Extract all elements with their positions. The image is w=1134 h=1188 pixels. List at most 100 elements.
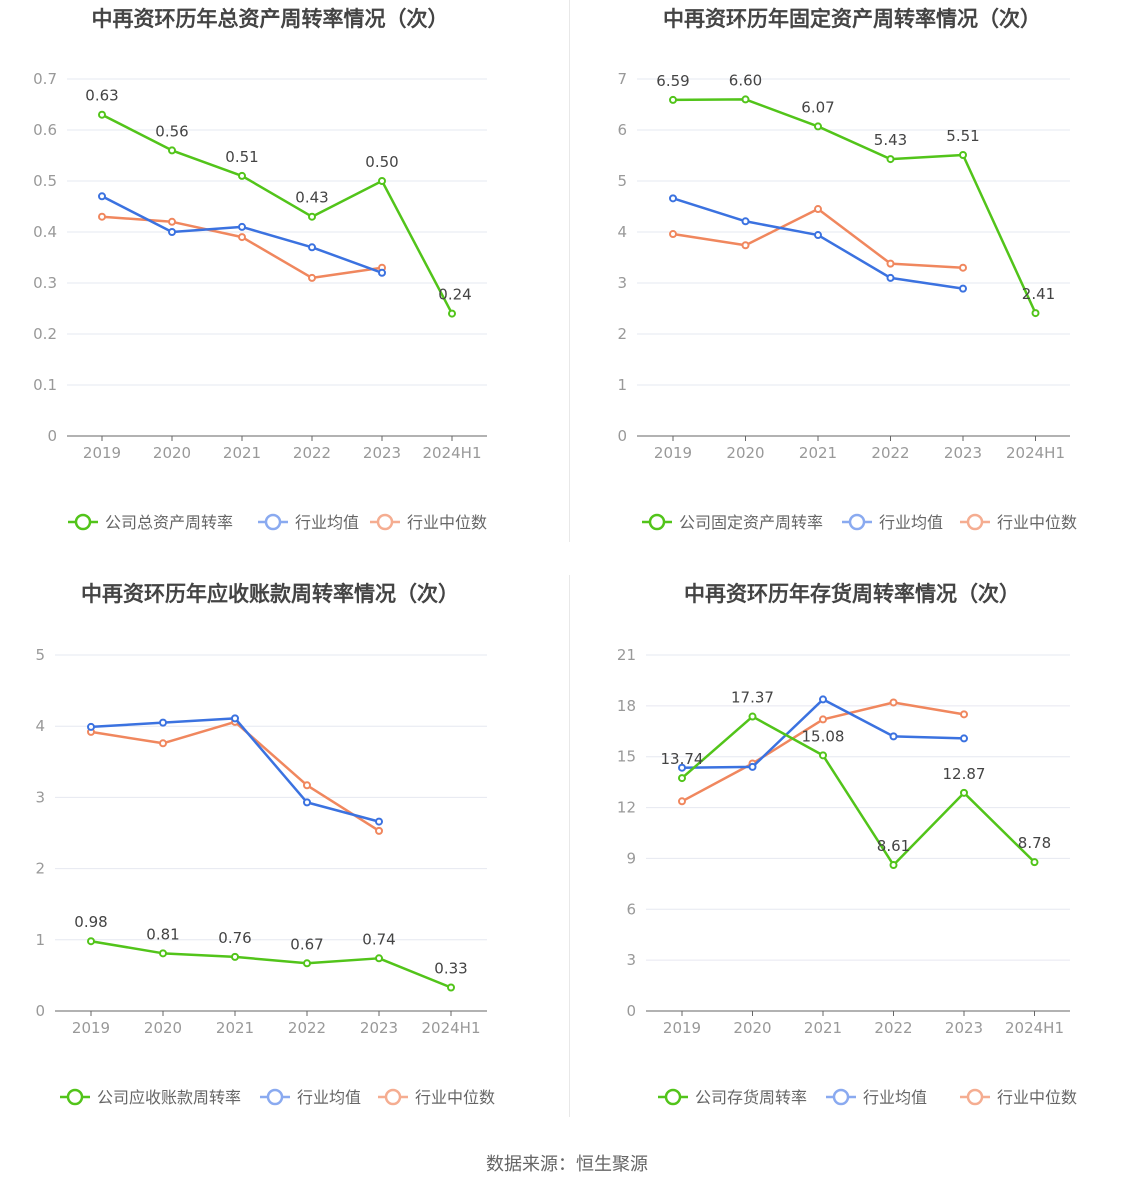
x-tick-label: 2019: [83, 444, 121, 462]
legend-label: 行业均值: [879, 513, 943, 532]
data-point-company: [959, 150, 967, 159]
x-tick-label: 2019: [654, 444, 692, 462]
y-tick-label: 3: [617, 274, 627, 292]
data-point-median: [960, 710, 968, 719]
y-tick-label: 6: [617, 121, 627, 139]
data-point-company: [378, 177, 386, 185]
legend-item-company: 公司固定资产周转率: [642, 513, 823, 532]
data-label: 6.07: [801, 98, 834, 116]
data-point-avg: [98, 192, 106, 201]
data-point-avg: [303, 798, 311, 807]
x-tick-label: 2022: [871, 444, 909, 462]
x-tick-label: 2020: [144, 1019, 182, 1037]
data-source-note: 数据来源：恒生聚源: [486, 1154, 648, 1175]
data-label: 0.67: [290, 935, 323, 953]
data-point-avg: [814, 231, 822, 240]
x-tick-label: 2022: [293, 444, 331, 462]
series-line-company: [90, 939, 452, 989]
x-tick-label: 2024H1: [1005, 1019, 1064, 1037]
y-tick-label: 0: [35, 1002, 45, 1020]
y-tick-label: 15: [617, 748, 636, 766]
data-point-company: [447, 983, 455, 992]
vertical-divider-top: [569, 0, 570, 542]
x-tick-label: 2021: [799, 444, 837, 462]
data-point-median: [303, 781, 311, 790]
legend-item-company: 公司存货周转率: [658, 1088, 807, 1107]
y-tick-label: 6: [626, 900, 636, 918]
y-tick-label: 0.3: [33, 274, 57, 292]
legend-marker-icon: [966, 1088, 984, 1106]
chart-svg: 中再资环历年固定资产周转率情况（次） 0 1 2 3 4 5 6 7 2019 2020 2021 20…: [617, 7, 1077, 532]
y-tick-label: 5: [35, 646, 45, 664]
x-tick-label: 2020: [726, 444, 764, 462]
data-point-company: [814, 122, 822, 131]
y-tick-label: 21: [617, 646, 636, 664]
legend-marker-icon: [648, 513, 666, 531]
data-point-avg: [819, 695, 827, 704]
data-point-company: [678, 774, 686, 783]
data-point-company: [87, 937, 95, 946]
data-point-avg: [159, 718, 167, 727]
y-tick-label: 4: [35, 717, 45, 735]
y-tick-label: 0.7: [33, 70, 57, 88]
data-label: 2.41: [1022, 285, 1055, 303]
data-point-avg: [168, 228, 176, 236]
data-point-median: [375, 826, 383, 835]
data-label: 0.51: [225, 148, 258, 166]
data-label: 0.81: [146, 925, 179, 943]
data-point-company: [1031, 309, 1040, 318]
x-tick-label: 2021: [216, 1019, 254, 1037]
data-point-median: [819, 715, 827, 724]
data-point-company: [819, 751, 827, 760]
series-line-median: [90, 720, 380, 832]
x-tick-label: 2024H1: [423, 444, 482, 462]
legend-label: 行业中位数: [997, 513, 1077, 532]
x-tick-label: 2021: [804, 1019, 842, 1037]
data-label: 0.76: [218, 929, 251, 947]
legend-marker-icon: [74, 513, 92, 531]
x-tick-label: 2023: [360, 1019, 398, 1037]
y-tick-label: 4: [617, 223, 627, 241]
legend-label: 公司存货周转率: [695, 1088, 807, 1107]
data-point-company: [1030, 858, 1039, 867]
data-label: 13.74: [661, 750, 704, 768]
series-line-avg: [90, 717, 380, 823]
data-point-company: [448, 309, 456, 318]
data-point-median: [669, 230, 677, 239]
data-point-company: [889, 861, 898, 870]
series-line-company: [672, 98, 1037, 314]
data-point-company: [375, 954, 383, 963]
chart-svg: 中再资环历年总资产周转率情况（次） 0 0.1 0.2 0.3 0.4 0.5 0.6 0.7 2…: [33, 7, 487, 532]
data-point-company: [308, 212, 316, 221]
legend-label: 公司总资产周转率: [105, 513, 233, 532]
chart-title: 中再资环历年存货周转率情况（次）: [684, 582, 1020, 606]
data-point-avg: [886, 273, 895, 282]
chart-title: 中再资环历年固定资产周转率情况（次）: [663, 7, 1041, 31]
data-point-avg: [378, 268, 386, 277]
data-point-avg: [669, 194, 677, 203]
data-point-avg: [889, 732, 898, 741]
legend-marker-icon: [264, 513, 282, 531]
x-tick-label: 2024H1: [1006, 444, 1065, 462]
legend-label: 公司固定资产周转率: [679, 513, 823, 532]
chart-title: 中再资环历年总资产周转率情况（次）: [92, 7, 449, 31]
y-tick-label: 5: [617, 172, 627, 190]
legend-label: 行业均值: [297, 1088, 361, 1107]
legend-marker-icon: [266, 1088, 284, 1106]
data-point-company: [960, 788, 968, 797]
data-point-company: [303, 959, 311, 968]
data-point-avg: [87, 722, 95, 731]
chart-title: 中再资环历年应收账款周转率情况（次）: [81, 582, 459, 606]
data-label: 15.08: [802, 727, 845, 745]
legend-label: 行业均值: [863, 1088, 927, 1107]
legend-item-median: 行业中位数: [960, 1088, 1077, 1107]
chart-inventory-turnover: 中再资环历年存货周转率情况（次） 0 3 6 9 12 15 18 21 2019 2020 2021…: [570, 575, 1134, 1135]
chart-svg: 中再资环历年存货周转率情况（次） 0 3 6 9 12 15 18 21 2019 2020 2021…: [617, 582, 1077, 1107]
legend-label: 行业中位数: [997, 1088, 1077, 1107]
y-tick-label: 0: [617, 427, 627, 445]
data-label: 0.63: [85, 87, 118, 105]
legend-item-company: 公司总资产周转率: [68, 513, 233, 532]
data-label: 5.43: [874, 131, 907, 149]
chart-svg: 中再资环历年应收账款周转率情况（次） 0 1 2 3 4 5 2019 2020 2021 2022…: [35, 582, 495, 1107]
data-label: 0.43: [295, 189, 328, 207]
